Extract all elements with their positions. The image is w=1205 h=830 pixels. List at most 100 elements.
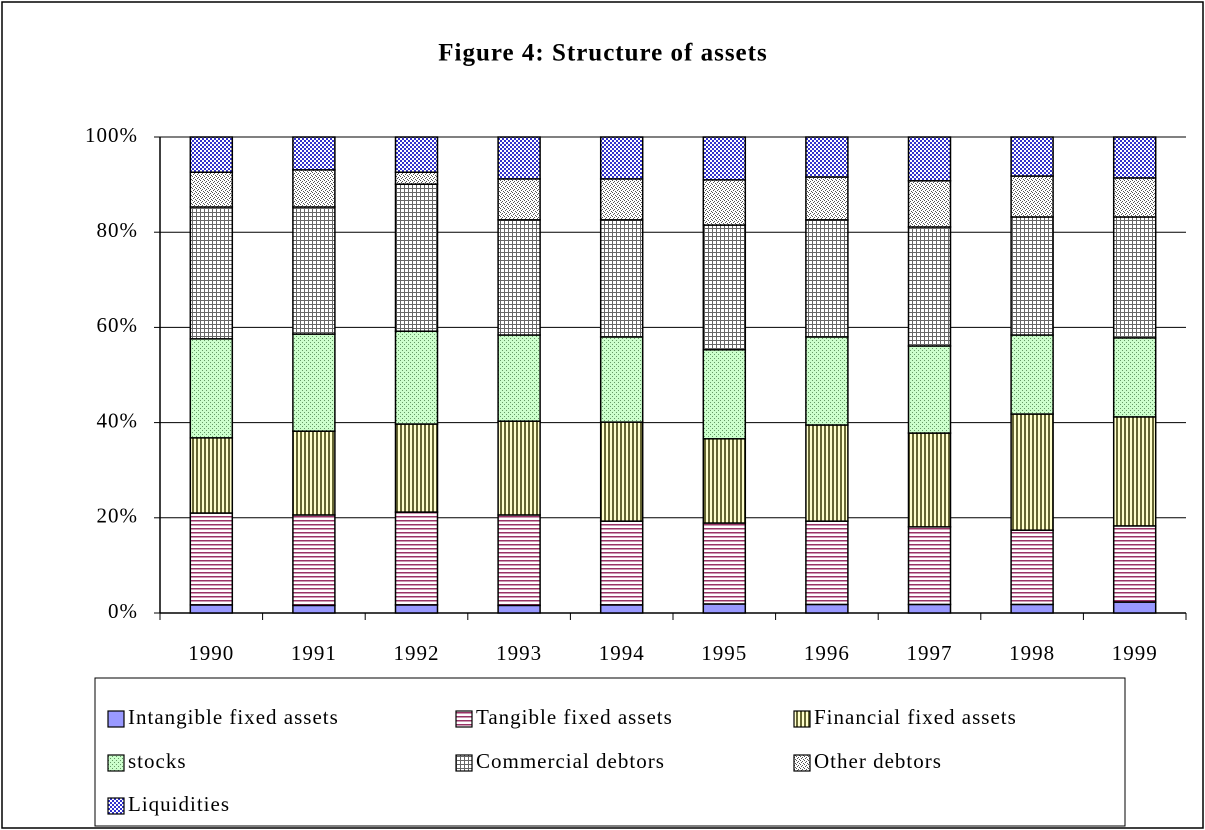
bar-segment — [907, 136, 952, 182]
bar-segment — [1010, 413, 1054, 531]
legend-label: Tangible fixed assets — [476, 705, 673, 729]
bar-segment — [599, 604, 644, 614]
bar-segment — [189, 136, 234, 173]
bar-segment — [189, 437, 234, 514]
bar-segment — [1010, 334, 1054, 415]
bar-segment — [907, 180, 952, 228]
legend-swatch — [455, 710, 473, 728]
bar-segment — [497, 178, 541, 221]
bar-segment — [805, 424, 849, 522]
y-tick-label: 80% — [97, 218, 139, 242]
bar-segment — [1010, 175, 1054, 218]
legend-label: Intangible fixed assets — [128, 705, 339, 729]
y-tick-label: 0% — [108, 599, 138, 623]
bar-segment — [907, 603, 952, 614]
bar-segment — [497, 604, 541, 614]
bar-segment — [189, 171, 234, 208]
legend-label: Financial fixed assets — [814, 705, 1017, 729]
legend-label: Commercial debtors — [476, 749, 665, 773]
bar-segment — [805, 336, 849, 426]
bar-segment — [907, 526, 952, 606]
bar-segment — [907, 226, 952, 347]
bar-segment — [292, 206, 336, 335]
bar-segment — [394, 136, 439, 173]
legend-label: Other debtors — [814, 749, 942, 773]
bar-segment — [702, 603, 747, 614]
bar-segment — [1112, 525, 1157, 603]
bar-segment — [1112, 601, 1157, 614]
bar-segment — [292, 430, 336, 516]
bar-segment — [1010, 603, 1054, 614]
bar-segment — [599, 219, 644, 338]
x-tick-label: 1991 — [291, 641, 337, 665]
x-tick-label: 1994 — [599, 641, 645, 665]
bar-segment — [805, 603, 849, 614]
x-tick-label: 1990 — [188, 641, 234, 665]
bar-segment — [497, 136, 541, 180]
bar-segment — [292, 604, 336, 614]
bar-segment — [702, 349, 747, 440]
bar-segment — [394, 330, 439, 425]
bar-segment — [702, 179, 747, 226]
bar-segment — [599, 178, 644, 221]
bar-segment — [702, 224, 747, 351]
bar-segment — [599, 421, 644, 522]
x-tick-label: 1992 — [394, 641, 440, 665]
bar-segment — [189, 338, 234, 439]
bar-segment — [1112, 216, 1157, 339]
bar-segment — [394, 171, 439, 185]
bar-segment — [292, 169, 336, 208]
bar-segment — [189, 206, 234, 340]
bar-segment — [1010, 136, 1054, 177]
bar-segment — [907, 432, 952, 528]
bar-segment — [394, 511, 439, 606]
bar-segment — [702, 438, 747, 524]
bar-segment — [805, 176, 849, 221]
bar-segment — [497, 334, 541, 422]
bar-segment — [599, 520, 644, 606]
x-tick-label: 1996 — [804, 641, 850, 665]
bar-segment — [805, 520, 849, 606]
bar-segment — [394, 604, 439, 614]
bar-segment — [702, 522, 747, 605]
bar-segment — [1112, 177, 1157, 218]
bar-segment — [292, 136, 336, 171]
x-tick-label: 1995 — [701, 641, 747, 665]
x-tick-label: 1993 — [496, 641, 542, 665]
bar-segment — [1010, 216, 1054, 336]
bar-segment — [189, 604, 234, 614]
bar-segment — [1010, 529, 1054, 606]
bar-segment — [599, 136, 644, 180]
bar-segment — [599, 336, 644, 423]
x-tick-label: 1999 — [1112, 641, 1158, 665]
bar-segment — [394, 183, 439, 332]
bar-segment — [805, 219, 849, 338]
legend-swatch — [107, 710, 125, 728]
chart-title: Figure 4: Structure of assets — [438, 40, 767, 67]
y-tick-label: 20% — [97, 504, 139, 528]
bar-segment — [497, 219, 541, 336]
legend-swatch — [793, 710, 811, 728]
bar-segment — [1112, 337, 1157, 418]
bar-segment — [292, 333, 336, 432]
bar-segment — [907, 345, 952, 434]
y-tick-label: 40% — [97, 408, 139, 432]
bar-segment — [497, 420, 541, 516]
legend-swatch — [107, 797, 125, 815]
bar-segment — [1112, 136, 1157, 179]
y-tick-label: 60% — [97, 313, 139, 337]
legend-swatch — [793, 754, 811, 772]
x-tick-label: 1998 — [1009, 641, 1055, 665]
bar-segment — [394, 423, 439, 513]
y-tick-label: 100% — [85, 123, 138, 147]
bar-segment — [1112, 416, 1157, 527]
bar-segment — [292, 514, 336, 607]
legend-swatch — [107, 754, 125, 772]
legend-box — [94, 677, 1126, 827]
bar-segment — [497, 514, 541, 607]
legend-label: stocks — [128, 749, 187, 773]
x-tick-label: 1997 — [907, 641, 953, 665]
bar-segment — [805, 136, 849, 178]
legend-swatch — [455, 754, 473, 772]
